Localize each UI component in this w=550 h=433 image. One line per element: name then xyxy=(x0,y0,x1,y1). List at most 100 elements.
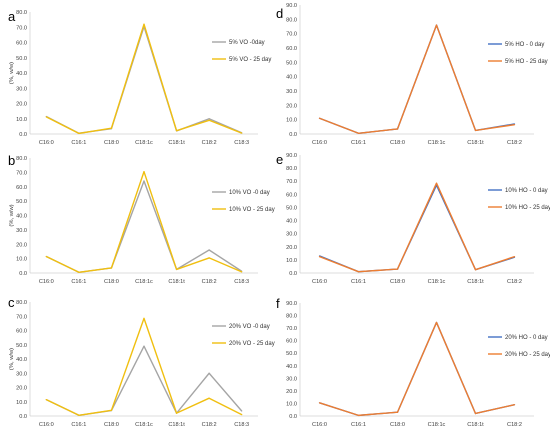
series-line-2 xyxy=(319,321,515,417)
series-line-1 xyxy=(319,24,515,134)
panel-b: b 0.0 10.0 20.0 30.0 40.0 50.0 60.0 70.0 80.0 (%, … xyxy=(8,153,275,285)
legend-label: 20% VO -0 day xyxy=(229,324,270,330)
y-tick-label: 80.0 xyxy=(16,10,27,16)
x-tick-label: C16:0 xyxy=(312,140,327,146)
data-point xyxy=(241,413,243,416)
data-point xyxy=(143,23,145,25)
y-tick-label: 30.0 xyxy=(16,228,27,234)
y-tick-label: 90.0 xyxy=(286,301,297,307)
data-point xyxy=(143,317,145,319)
y-tick-label: 60.0 xyxy=(286,339,297,345)
y-tick-label: 20.0 xyxy=(286,245,297,251)
data-point xyxy=(78,414,80,416)
x-tick-label: C16:0 xyxy=(39,279,54,285)
y-tick-label: 70.0 xyxy=(286,179,297,185)
x-tick-label: C18:1t xyxy=(168,422,185,428)
y-tick-label: 0.0 xyxy=(19,414,27,420)
y-tick-label: 0.0 xyxy=(289,414,297,420)
x-tick-label: C18:1t xyxy=(467,422,484,428)
y-tick-label: 80.0 xyxy=(16,300,27,306)
x-tick-label: C18:2 xyxy=(202,140,217,146)
y-tick-label: 10.0 xyxy=(16,117,27,123)
y-tick-label: 40.0 xyxy=(286,75,297,81)
data-point xyxy=(513,404,516,406)
data-point xyxy=(357,414,360,416)
x-tick-label: C18:1t xyxy=(168,279,185,285)
series-line-2 xyxy=(319,182,515,273)
data-point xyxy=(241,410,243,412)
data-point xyxy=(396,128,399,130)
data-point xyxy=(435,321,438,324)
y-tick-label: 70.0 xyxy=(286,32,297,38)
y-tick-label: 60.0 xyxy=(16,329,27,335)
y-tick-label: 80.0 xyxy=(286,314,297,320)
x-tick-label: C18:1t xyxy=(168,140,185,146)
y-tick-label: 90.0 xyxy=(286,3,297,9)
y-tick-label: 50.0 xyxy=(286,60,297,66)
y-tick-label: 50.0 xyxy=(286,351,297,357)
panel-letter: b xyxy=(8,153,15,168)
panel-letter: e xyxy=(276,152,283,167)
x-tick-label: C18:0 xyxy=(104,140,119,146)
y-tick-label: 30.0 xyxy=(16,371,27,377)
data-point xyxy=(318,256,321,258)
series-line-2 xyxy=(45,23,242,135)
data-point xyxy=(318,402,321,404)
x-tick-label: C18:1c xyxy=(135,279,153,285)
y-tick-label: 10.0 xyxy=(286,118,297,124)
y-tick-label: 70.0 xyxy=(16,314,27,320)
legend-label: 5% HO - 0 day xyxy=(505,42,544,48)
data-point xyxy=(435,182,438,184)
panel-letter: c xyxy=(8,295,15,310)
x-tick-label: C18:1c xyxy=(428,422,446,428)
y-tick-label: 50.0 xyxy=(16,199,27,205)
x-tick-label: C16:1 xyxy=(351,279,366,285)
x-tick-label: C18:1c xyxy=(428,140,446,146)
data-point xyxy=(78,271,80,273)
y-tick-label: 10.0 xyxy=(286,401,297,407)
y-tick-label: 20.0 xyxy=(16,386,27,392)
data-point xyxy=(45,116,47,118)
y-tick-label: 10.0 xyxy=(16,257,27,263)
y-axis-label: (%, w/w) xyxy=(9,62,15,84)
data-point xyxy=(474,129,477,132)
y-tick-label: 40.0 xyxy=(16,357,27,363)
x-tick-label: C18:2 xyxy=(202,279,217,285)
panel-d: d 0.0 10.0 20.0 30.0 40.0 50.0 60.0 70.0 80.0 90.0… xyxy=(276,3,548,146)
data-point xyxy=(208,118,210,120)
legend-label: 5% VO -0day xyxy=(229,40,265,46)
y-tick-label: 60.0 xyxy=(286,46,297,52)
y-tick-label: 60.0 xyxy=(16,185,27,191)
x-tick-label: C18:0 xyxy=(104,279,119,285)
x-tick-label: C18:3 xyxy=(234,422,249,428)
x-tick-label: C16:0 xyxy=(312,279,327,285)
data-point xyxy=(357,132,360,134)
data-point xyxy=(435,24,438,26)
y-tick-label: 40.0 xyxy=(286,364,297,370)
data-point xyxy=(143,180,145,182)
y-tick-label: 40.0 xyxy=(286,219,297,225)
data-point xyxy=(208,249,210,251)
legend-label: 5% VO - 25 day xyxy=(229,57,271,63)
data-point xyxy=(513,256,516,258)
data-point xyxy=(45,255,47,258)
x-tick-label: C16:0 xyxy=(39,140,54,146)
y-tick-label: 20.0 xyxy=(16,102,27,108)
y-tick-label: 70.0 xyxy=(286,326,297,332)
data-point xyxy=(175,412,178,414)
data-point xyxy=(208,372,210,374)
y-tick-label: 30.0 xyxy=(16,86,27,92)
x-tick-label: C16:0 xyxy=(39,422,54,428)
panel-f: f 0.0 10.0 20.0 30.0 40.0 50.0 60.0 70.0 80.0 90.0… xyxy=(276,296,550,428)
y-tick-label: 0.0 xyxy=(289,271,297,277)
legend-label: 20% HO - 25 day xyxy=(505,352,550,358)
data-point xyxy=(110,127,113,129)
x-tick-label: C16:1 xyxy=(71,140,86,146)
data-point xyxy=(318,117,321,119)
x-tick-label: C16:0 xyxy=(312,422,327,428)
data-point xyxy=(513,124,516,126)
y-tick-label: 50.0 xyxy=(16,56,27,62)
y-tick-label: 90.0 xyxy=(286,153,297,159)
y-tick-label: 30.0 xyxy=(286,89,297,95)
